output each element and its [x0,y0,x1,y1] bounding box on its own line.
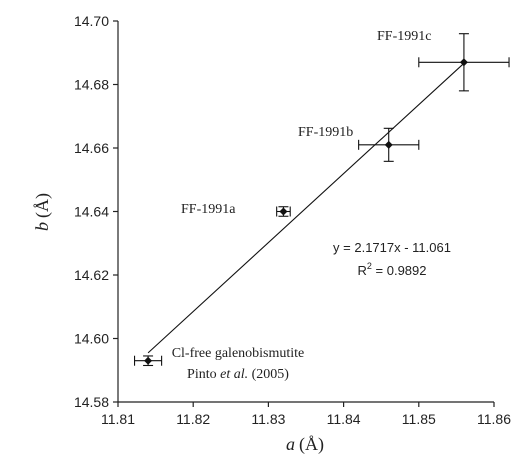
x-axis-title: a (Å) [286,434,324,455]
x-tick-label: 11.81 [101,411,135,427]
data-points [133,33,510,367]
y-tick-label: 14.60 [74,331,109,347]
point-label-galenobismutite-line2: Pinto et al. (2005) [187,367,289,382]
y-tick-label: 14.62 [74,267,109,283]
ticks: 11.81 11.82 11.83 11.84 11.85 11.86 14.58 14.60… [74,13,511,427]
y-tick-label: 14.64 [74,204,109,220]
y-tick-label: 14.58 [74,394,109,410]
data-point-marker [459,58,468,67]
point-label-ff1991b: FF-1991b [298,125,353,140]
x-tick-label: 11.86 [477,411,511,427]
trendline-group [147,62,465,354]
point-label-ff1991a: FF-1991a [181,202,236,217]
data-point-marker [384,140,393,149]
trendline-equation: y = 2.1717x - 11.061 [333,240,451,255]
point-label-ff1991c: FF-1991c [377,29,431,44]
axes [117,21,494,403]
data-point-marker [144,356,153,365]
trendline [147,62,465,354]
x-tick-label: 11.83 [251,411,285,427]
r-squared-label: R2 = 0.9892 [358,261,427,278]
y-tick-label: 14.68 [74,77,109,93]
point-label-galenobismutite-line1: Cl-free galenobismutite [172,346,305,361]
data-point-marker [279,207,288,216]
x-tick-label: 11.85 [402,411,436,427]
x-tick-label: 11.84 [327,411,361,427]
y-tick-label: 14.66 [74,140,109,156]
y-axis-title: b(Å) [32,193,53,231]
x-tick-label: 11.82 [176,411,210,427]
y-tick-label: 14.70 [74,13,109,29]
